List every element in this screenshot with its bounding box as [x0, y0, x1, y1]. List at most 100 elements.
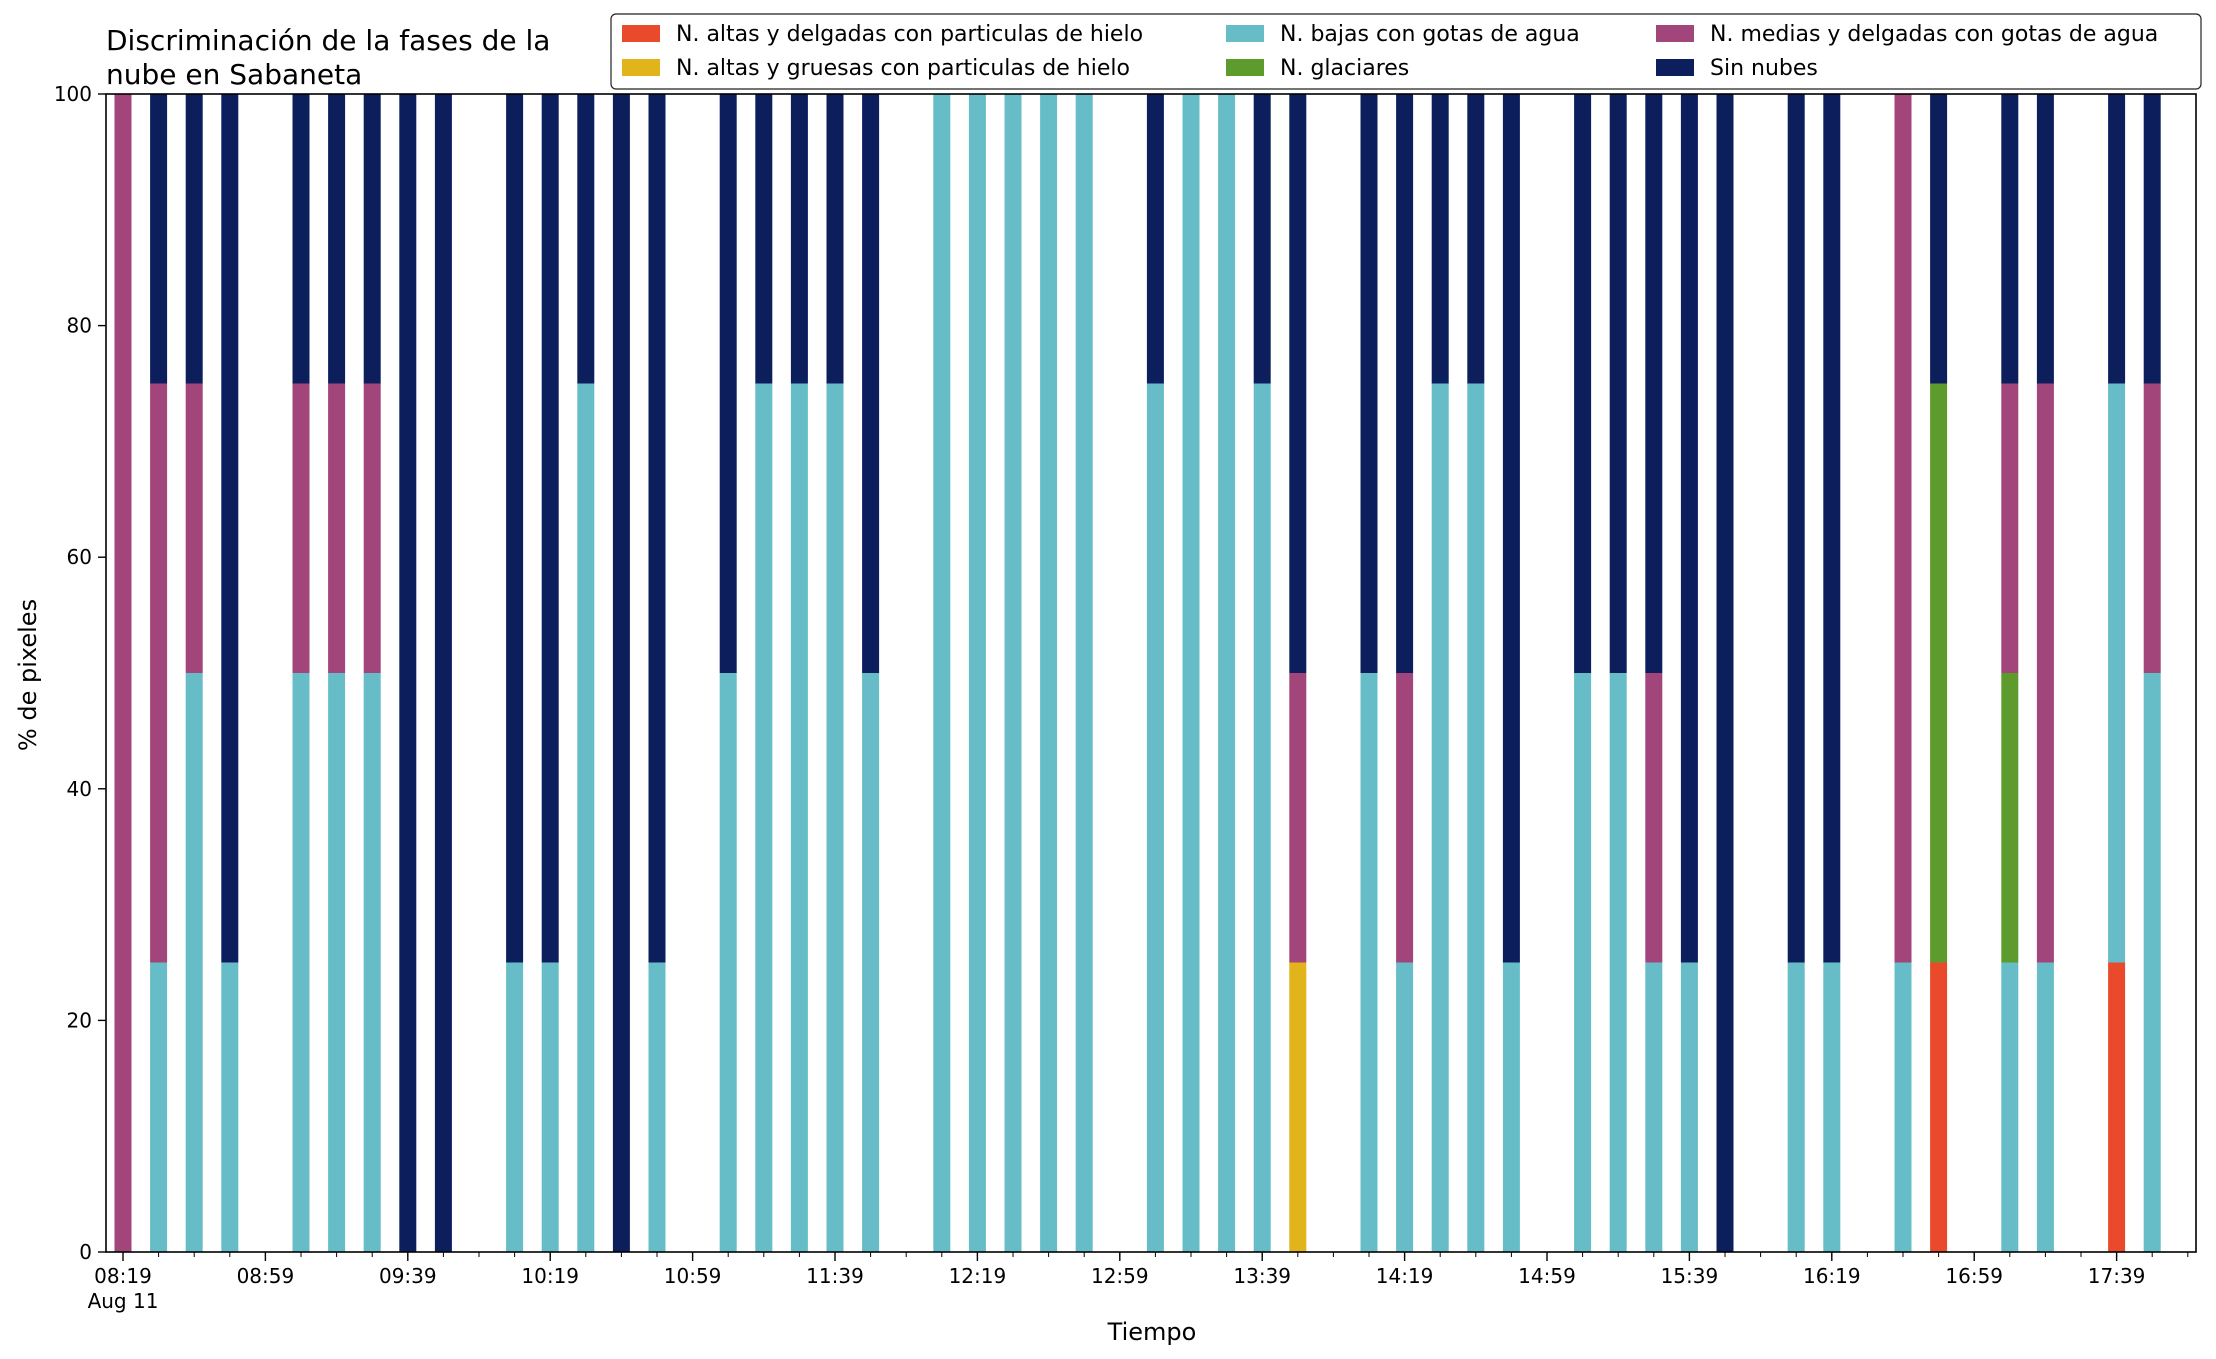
- bar-segment: [755, 383, 773, 1252]
- bar-segment: [221, 94, 239, 963]
- bar-segment: [1396, 962, 1414, 1252]
- bar-segment: [577, 383, 595, 1252]
- bar-segment: [1146, 94, 1164, 384]
- x-tick-label: 13:39: [1233, 1264, 1291, 1288]
- bar-segment: [150, 962, 168, 1252]
- legend-label: N. medias y delgadas con gotas de agua: [1710, 22, 2158, 47]
- bar-segment: [648, 94, 666, 963]
- bar-segment: [292, 94, 310, 384]
- bar-segment: [2143, 673, 2161, 1252]
- bar-segment: [2001, 673, 2019, 963]
- bar-segment: [1574, 94, 1592, 673]
- bar-segment: [1823, 962, 1841, 1252]
- bar-segment: [2036, 94, 2054, 384]
- bar-segment: [968, 94, 986, 1252]
- bar-segment: [1574, 673, 1592, 1252]
- x-tick-label: 10:59: [664, 1264, 722, 1288]
- x-tick-label: 09:39: [379, 1264, 437, 1288]
- bar-segment: [114, 94, 132, 1252]
- bar-segment: [506, 94, 524, 963]
- bar-segment: [1146, 383, 1164, 1252]
- bars-group: [114, 94, 2161, 1252]
- bar-segment: [1716, 94, 1734, 1252]
- bar-segment: [1289, 673, 1307, 963]
- bar-segment: [790, 383, 808, 1252]
- x-tick-label: 14:19: [1376, 1264, 1434, 1288]
- bar-segment: [1680, 962, 1698, 1252]
- bar-segment: [399, 94, 417, 1252]
- bar-segment: [2036, 962, 2054, 1252]
- x-tick-label: 12:19: [949, 1264, 1007, 1288]
- bar-segment: [2108, 383, 2126, 963]
- bar-segment: [1680, 94, 1698, 963]
- x-tick-label: 14:59: [1518, 1264, 1576, 1288]
- bar-segment: [1289, 962, 1307, 1252]
- legend-swatch: [622, 59, 660, 76]
- bar-segment: [1502, 962, 1520, 1252]
- bar-segment: [1467, 383, 1485, 1252]
- bar-segment: [1253, 383, 1271, 1252]
- legend-box: [610, 13, 2202, 90]
- x-axis-label: Tiempo: [1107, 1318, 1197, 1346]
- bar-segment: [1360, 673, 1378, 1252]
- bar-segment: [1787, 94, 1805, 963]
- bar-segment: [1075, 94, 1093, 1252]
- legend-swatch: [1656, 25, 1694, 42]
- bar-segment: [2001, 383, 2019, 673]
- x-tick-label: 12:59: [1091, 1264, 1149, 1288]
- x-tick-label: 15:39: [1661, 1264, 1719, 1288]
- bar-segment: [1930, 383, 1948, 963]
- bar-segment: [648, 962, 666, 1252]
- bar-segment: [328, 94, 346, 384]
- bar-segment: [933, 94, 951, 1252]
- bar-segment: [506, 962, 524, 1252]
- bar-segment: [1645, 962, 1663, 1252]
- bar-segment: [1609, 94, 1627, 673]
- bar-segment: [577, 94, 595, 384]
- chart-title-line-2: nube en Sabaneta: [106, 58, 362, 91]
- y-tick-label: 80: [67, 314, 92, 338]
- x-tick-label: 17:39: [2088, 1264, 2146, 1288]
- bar-segment: [185, 94, 203, 384]
- bar-segment: [719, 673, 737, 1252]
- bar-segment: [1645, 94, 1663, 673]
- bar-segment: [1467, 94, 1485, 384]
- bar-segment: [1894, 94, 1912, 963]
- bar-segment: [541, 962, 559, 1252]
- bar-segment: [363, 383, 381, 673]
- x-tick-label: 08:59: [237, 1264, 295, 1288]
- y-axis-label: % de pixeles: [14, 599, 42, 751]
- legend-label: N. bajas con gotas de agua: [1280, 22, 1580, 47]
- x-tick-label: 16:19: [1803, 1264, 1861, 1288]
- bar-segment: [2036, 383, 2054, 963]
- x-tick-label: 16:59: [1945, 1264, 2003, 1288]
- bar-segment: [1609, 673, 1627, 1252]
- bar-segment: [1396, 673, 1414, 963]
- bar-segment: [1930, 962, 1948, 1252]
- legend-swatch: [1226, 25, 1264, 42]
- bar-segment: [2143, 383, 2161, 673]
- bar-segment: [2001, 962, 2019, 1252]
- bar-segment: [328, 673, 346, 1252]
- x-tick-label: 10:19: [521, 1264, 579, 1288]
- bar-segment: [150, 383, 168, 963]
- legend-label: N. glaciares: [1280, 56, 1409, 81]
- bar-segment: [328, 383, 346, 673]
- bar-segment: [1253, 94, 1271, 384]
- x-date-label: Aug 11: [88, 1289, 159, 1313]
- bar-segment: [1894, 962, 1912, 1252]
- bar-segment: [1787, 962, 1805, 1252]
- bar-segment: [826, 94, 844, 384]
- legend-label: N. altas y delgadas con particulas de hi…: [676, 22, 1143, 47]
- bar-segment: [1431, 94, 1449, 384]
- bar-segment: [1004, 94, 1022, 1252]
- bar-segment: [1823, 94, 1841, 963]
- bar-segment: [2108, 962, 2126, 1252]
- bar-segment: [1431, 383, 1449, 1252]
- bar-segment: [862, 673, 880, 1252]
- bar-segment: [862, 94, 880, 673]
- bar-segment: [2001, 94, 2019, 384]
- bar-segment: [434, 94, 452, 1252]
- bar-segment: [150, 94, 168, 384]
